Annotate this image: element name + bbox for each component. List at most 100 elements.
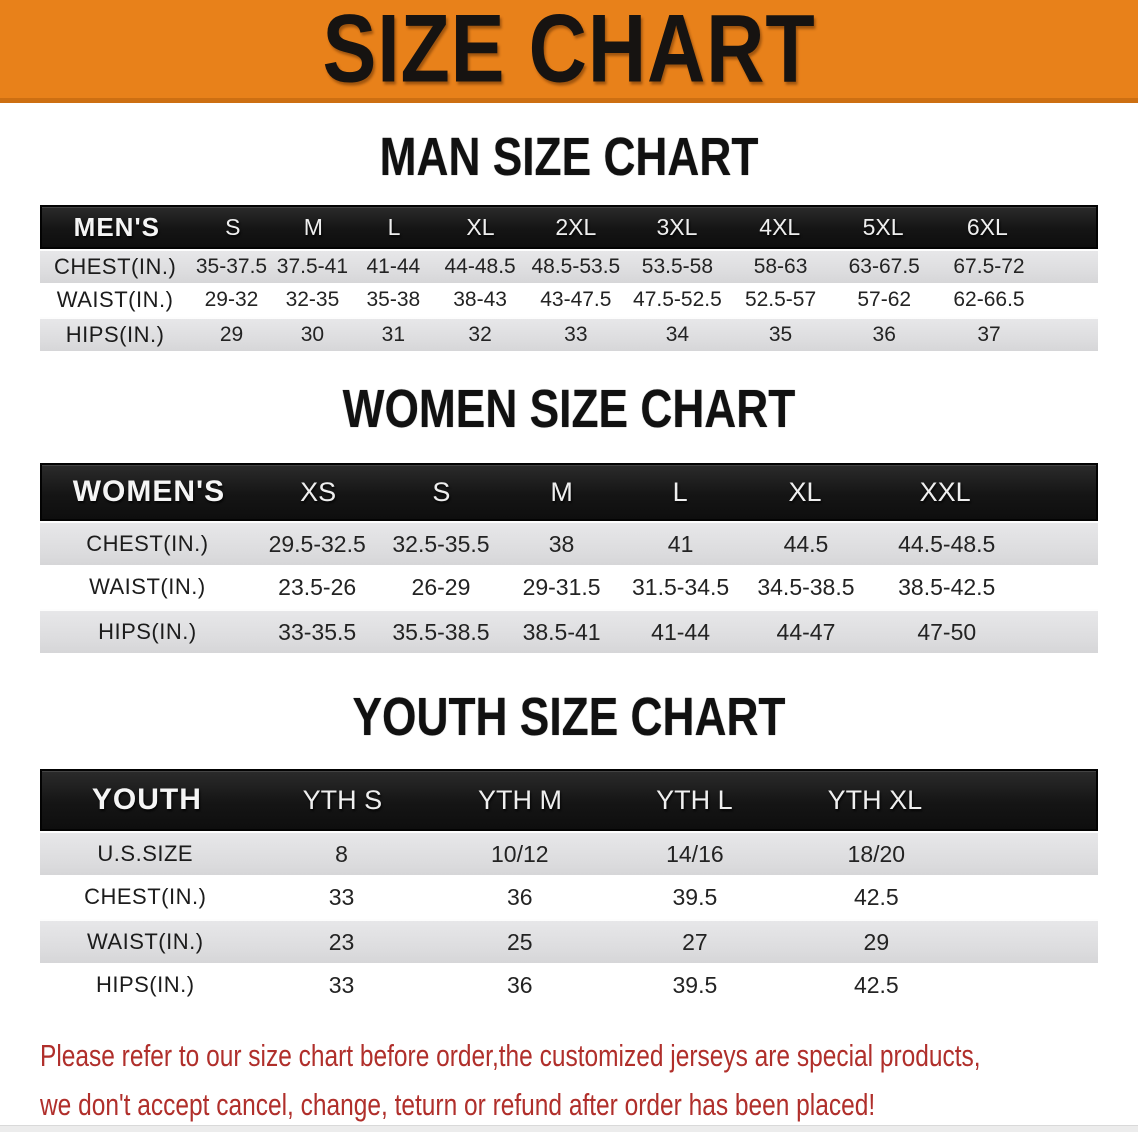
youth-size-chart-section: YOUTH SIZE CHART YOUTH YTH S YTH M YTH L YTH …: [0, 689, 1138, 1007]
measurement-cell: 41: [667, 530, 694, 557]
measurement-cell: 33: [564, 323, 588, 346]
measurement-cell: 8: [335, 840, 348, 867]
youth-table-label: YOUTH: [91, 783, 202, 816]
measurement-cell: 48.5-53.5: [531, 255, 621, 278]
measurement-cell: 32-35: [285, 288, 340, 311]
measurement-cell: 42.5: [853, 883, 899, 910]
measurement-row-label: HIPS(IN.): [95, 972, 195, 997]
measurement-cell: 34: [665, 323, 690, 346]
disclaimer-note: Please refer to our size chart before or…: [40, 1031, 1138, 1129]
measurement-row: CHEST(IN.) 35-37.5 37.5-41 41-44 44-48.5 48.5…: [40, 249, 1098, 283]
measurement-cell: 29: [219, 323, 244, 346]
measurement-row: CHEST(IN.) 29.5-32.5 32.5-35.5 38 41 44.5 44.5…: [40, 521, 1098, 565]
measurement-cell: 41-44: [366, 255, 421, 278]
measurement-cell: 14/16: [666, 840, 724, 867]
measurement-cell: 34.5-38.5: [757, 573, 855, 600]
measurement-cell: 44.5-48.5: [898, 530, 996, 557]
size-column-header: XXL: [919, 476, 971, 507]
measurement-cell: 44-47: [776, 618, 836, 645]
size-column-header: XL: [788, 476, 822, 507]
measurement-row-label: WAIST(IN.): [86, 929, 204, 954]
size-column-header: 5XL: [862, 213, 904, 240]
size-column-header: YTH XL: [827, 784, 923, 815]
measurement-row: HIPS(IN.) 29 30 31 32 33 34 35 36 37: [40, 317, 1098, 351]
measurement-cell: 53.5-58: [641, 255, 714, 278]
measurement-row: WAIST(IN.) 29-32 32-35 35-38 38-43 43-47.5 47.…: [40, 283, 1098, 317]
measurement-row: WAIST(IN.) 23.5-26 26-29 29-31.5 31.5-34.5 34…: [40, 565, 1098, 609]
measurement-cell: 47-50: [917, 618, 977, 645]
measurement-row: U.S.SIZE 8 10/12 14/16 18/20: [40, 831, 1098, 875]
measurement-cell: 32.5-35.5: [392, 530, 490, 557]
men-size-chart-section: MAN SIZE CHART MEN'S S M L XL 2XL 3XL 4XL 5XL 6XL C…: [0, 129, 1138, 351]
measurement-row-label: WAIST(IN.): [89, 574, 206, 599]
disclaimer-line-2: we don't accept cancel, change, teturn o…: [40, 1087, 876, 1122]
youth-section-heading: YOUTH SIZE CHART: [352, 687, 786, 747]
size-column-header: XL: [466, 213, 495, 240]
measurement-cell: 37.5-41: [276, 255, 349, 278]
measurement-cell: 36: [872, 323, 896, 346]
size-column-header: 6XL: [966, 213, 1008, 240]
measurement-row-label: CHEST(IN.): [53, 254, 177, 279]
youth-heading-wrap: YOUTH SIZE CHART: [0, 689, 1138, 745]
size-column-header: L: [672, 476, 688, 507]
measurement-cell: 33: [328, 971, 355, 998]
size-column-header: M: [550, 476, 573, 507]
measurement-cell: 38.5-42.5: [898, 573, 996, 600]
measurement-row-label: HIPS(IN.): [98, 619, 197, 644]
measurement-row-label: CHEST(IN.): [84, 884, 207, 909]
measurement-cell: 27: [682, 928, 708, 955]
measurement-cell: 44-48.5: [444, 255, 516, 278]
women-section-heading: WOMEN SIZE CHART: [342, 379, 796, 439]
women-table-label: WOMEN'S: [72, 475, 226, 508]
women-size-table: WOMEN'S XS S M L XL XXL CHEST(IN.) 29.5-32.5 32.5…: [40, 463, 1098, 653]
measurement-cell: 35-37.5: [195, 255, 268, 278]
size-chart-sections: MAN SIZE CHART MEN'S S M L XL 2XL 3XL 4XL 5XL 6XL C…: [0, 129, 1138, 1007]
measurement-cell: 23: [328, 928, 355, 955]
men-section-heading: MAN SIZE CHART: [379, 127, 759, 187]
measurement-cell: 35-38: [366, 288, 421, 311]
men-table-header-row: MEN'S S M L XL 2XL 3XL 4XL 5XL 6XL: [40, 205, 1098, 249]
measurement-cell: 10/12: [491, 840, 549, 867]
measurement-row: HIPS(IN.) 33 36 39.5 42.5: [40, 963, 1098, 1007]
measurement-cell: 47.5-52.5: [633, 288, 722, 311]
measurement-cell: 67.5-72: [953, 255, 1025, 278]
measurement-cell: 30: [300, 323, 325, 346]
measurement-cell: 29-31.5: [522, 573, 601, 600]
men-table-label: MEN'S: [73, 211, 160, 242]
measurement-cell: 31: [381, 323, 406, 346]
measurement-cell: 63-67.5: [848, 255, 920, 278]
youth-size-table: YOUTH YTH S YTH M YTH L YTH XL U.S.SIZE 8 10/12…: [40, 769, 1098, 1007]
measurement-cell: 33: [328, 883, 355, 910]
size-column-header: YTH L: [656, 784, 733, 815]
measurement-cell: 42.5: [853, 971, 899, 998]
measurement-cell: 35: [768, 323, 793, 346]
measurement-cell: 39.5: [672, 971, 718, 998]
banner-title: SIZE CHART: [322, 0, 816, 103]
size-column-header: S: [432, 476, 451, 507]
measurement-cell: 52.5-57: [744, 288, 817, 311]
bottom-edge-strip: [0, 1125, 1138, 1132]
men-size-table: MEN'S S M L XL 2XL 3XL 4XL 5XL 6XL CHEST(IN.) 35-37…: [40, 205, 1098, 351]
measurement-cell: 29-32: [204, 288, 259, 311]
measurement-cell: 44.5: [783, 530, 829, 557]
women-heading-wrap: WOMEN SIZE CHART: [0, 381, 1138, 437]
women-table-header-row: WOMEN'S XS S M L XL XXL: [40, 463, 1098, 521]
measurement-cell: 38: [548, 530, 575, 557]
measurement-cell: 43-47.5: [540, 288, 612, 311]
measurement-cell: 23.5-26: [278, 573, 357, 600]
measurement-cell: 35.5-38.5: [392, 618, 490, 645]
measurement-cell: 29: [863, 928, 890, 955]
size-column-header: 3XL: [656, 213, 698, 240]
size-column-header: M: [303, 213, 323, 240]
measurement-cell: 18/20: [847, 840, 906, 867]
size-chart-banner: SIZE CHART: [0, 0, 1138, 103]
measurement-row-label: CHEST(IN.): [86, 531, 209, 556]
measurement-cell: 62-66.5: [953, 288, 1025, 311]
measurement-row: CHEST(IN.) 33 36 39.5 42.5: [40, 875, 1098, 919]
measurement-cell: 37: [977, 323, 1001, 346]
size-column-header: S: [225, 213, 241, 240]
measurement-cell: 33-35.5: [278, 618, 357, 645]
measurement-cell: 36: [506, 883, 533, 910]
size-column-header: 2XL: [555, 213, 597, 240]
size-column-header: L: [387, 213, 401, 240]
